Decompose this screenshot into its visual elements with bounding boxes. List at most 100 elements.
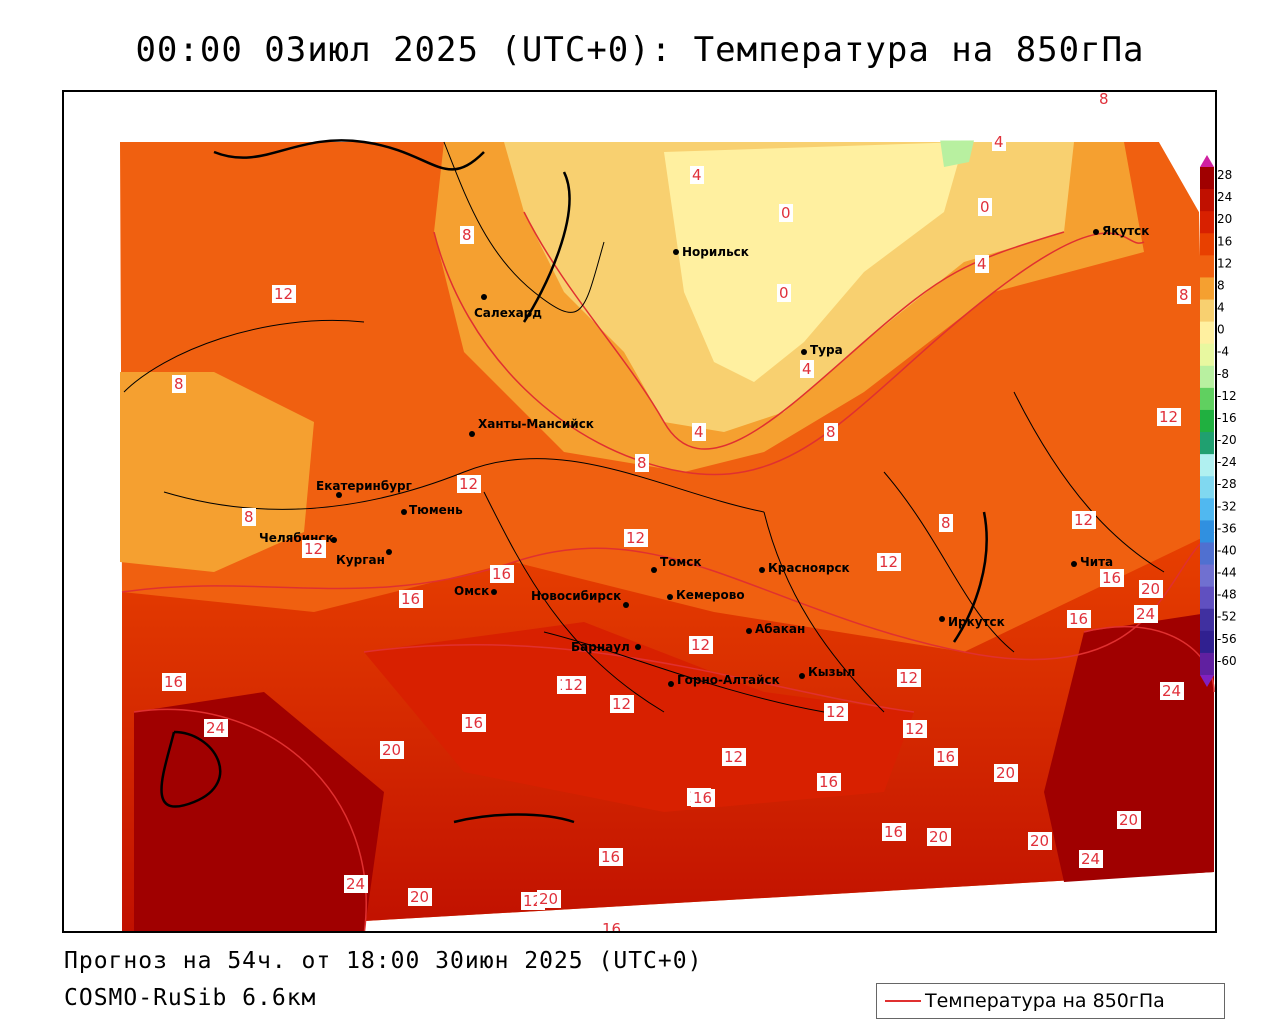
contour-label: 4 — [977, 255, 987, 273]
contour-label: 8 — [462, 226, 472, 244]
contour-label-bg — [882, 823, 906, 841]
west-cool-zone — [120, 372, 314, 572]
colorbar-tick-label: -8 — [1217, 367, 1229, 381]
model-name: COSMO-RuSib 6.6км — [64, 985, 317, 1011]
contour-label: 12 — [879, 553, 898, 571]
colorbar-tick-label: -48 — [1217, 588, 1237, 602]
city-norilsk: Норильск — [673, 245, 749, 259]
contour-label-bg — [490, 565, 514, 583]
contour-label: 4 — [994, 133, 1004, 151]
contour-label: 8 — [174, 375, 184, 393]
coldest-north-zone — [664, 142, 964, 382]
contour-label: 8 — [941, 514, 951, 532]
contour-label-bg — [1072, 511, 1096, 529]
colorbar-swatch — [1200, 189, 1214, 212]
colorbar-tick-label: -56 — [1217, 632, 1237, 646]
contour-label-bg — [689, 636, 713, 654]
colorbar-tick-label: -12 — [1217, 389, 1237, 403]
city-label: Абакан — [755, 622, 805, 636]
contour-label-bg — [897, 669, 921, 687]
contour-label-bg — [692, 423, 706, 441]
contour-label: 16 — [492, 565, 511, 583]
contour-label-bg — [162, 673, 186, 691]
city-novosibirsk: Новосибирск — [531, 589, 629, 608]
contour-label-bg — [460, 226, 474, 244]
hot-southwest-zone — [134, 692, 384, 931]
contour-label: 24 — [206, 719, 225, 737]
city-label: Кызыл — [808, 665, 855, 679]
contour-label-bg — [1157, 408, 1181, 426]
colorbar-swatch — [1200, 409, 1214, 433]
city-khanty: Ханты-Мансийск — [469, 417, 594, 437]
city-label: Омск — [454, 584, 489, 598]
city-label: Тура — [810, 343, 843, 357]
contour-label-bg — [1139, 580, 1163, 598]
contour-label: 8 — [1179, 286, 1189, 304]
contour-label: 4 — [694, 423, 704, 441]
city-tura: Тура — [801, 343, 843, 357]
city-tomsk: Томск — [651, 555, 702, 573]
city-omsk: Омск — [454, 584, 497, 598]
contour-label: 12 — [274, 285, 293, 303]
colorbar-tick-label: 16 — [1217, 234, 1232, 248]
contour-label: 16 — [1102, 569, 1121, 587]
city-chita: Чита — [1071, 555, 1113, 569]
city-label: Екатеринбург — [316, 479, 412, 493]
contour-label-bg — [242, 508, 256, 526]
contour-label: 16 — [602, 920, 621, 933]
city-irkutsk: Иркутск — [939, 615, 1005, 629]
colorbar-tick-label: -28 — [1217, 477, 1237, 491]
colorbar-swatch — [1200, 520, 1214, 543]
colorbar-swatch — [1200, 542, 1214, 566]
city-label: Чита — [1080, 555, 1113, 569]
colorbar-swatch — [1200, 608, 1214, 632]
legend-box: Температура на 850гПа — [876, 983, 1225, 1019]
contour-label: 20 — [410, 888, 429, 906]
contour-label: 12 — [691, 636, 710, 654]
contour-label: 12 — [304, 540, 323, 558]
contour-label: 16 — [601, 848, 620, 866]
colorbar-tick-label: -16 — [1217, 411, 1237, 425]
contour-label: 20 — [1141, 580, 1160, 598]
contour-label-bg — [978, 198, 992, 216]
contour-label: 20 — [539, 890, 558, 908]
contour-label: 4 — [802, 360, 812, 378]
colorbar-swatch — [1200, 321, 1214, 345]
contour-label-bg — [380, 741, 404, 759]
city-kemerovo: Кемерово — [667, 588, 745, 602]
hot-southeast-zone — [1044, 612, 1214, 882]
contour-label-bg — [457, 475, 481, 493]
colorbar-tick-label: -36 — [1217, 521, 1237, 535]
contour-label: 12 — [826, 703, 845, 721]
contour-label: 20 — [929, 828, 948, 846]
city-krasnoyarsk: Красноярск — [759, 561, 850, 575]
contour-label: 16 — [936, 748, 955, 766]
colorbar-tick-label: -32 — [1217, 499, 1237, 513]
contour-label-bg — [1079, 850, 1103, 868]
colorbar-swatch — [1200, 630, 1214, 654]
contour-label: 8 — [826, 423, 836, 441]
contour-label: 8 — [637, 454, 647, 472]
contour-label-bg — [1160, 682, 1184, 700]
colorbar-tick-label: -24 — [1217, 455, 1237, 469]
contour-label: 16 — [693, 789, 712, 807]
contour-label-bg — [722, 748, 746, 766]
contour-label: 16 — [819, 773, 838, 791]
city-kyzyl: Кызыл — [799, 665, 855, 679]
colorbar-swatch — [1200, 255, 1214, 278]
city-label: Курган — [336, 553, 385, 567]
contour-label-bg — [992, 133, 1006, 151]
city-label: Ханты-Мансийск — [478, 417, 594, 431]
colorbar-tick-label: -20 — [1217, 433, 1237, 447]
contour-label-bg — [562, 676, 586, 694]
contour-label: 12 — [905, 720, 924, 738]
city-gorno: Горно-Алтайск — [668, 673, 780, 687]
colorbar: 28 24 20 16 12 8 4 0 -4 -8 -12 -16 -20 -24 -28 -32 -36 -4… — [1200, 155, 1237, 687]
colorbar-tick-label: 4 — [1217, 301, 1225, 315]
outside-domain-top — [120, 92, 1215, 142]
city-label: Красноярск — [768, 561, 850, 575]
contour-label-bg — [204, 719, 228, 737]
contour-label: 16 — [464, 714, 483, 732]
legend-label: Температура на 850гПа — [925, 990, 1165, 1012]
contour-label: 12 — [724, 748, 743, 766]
